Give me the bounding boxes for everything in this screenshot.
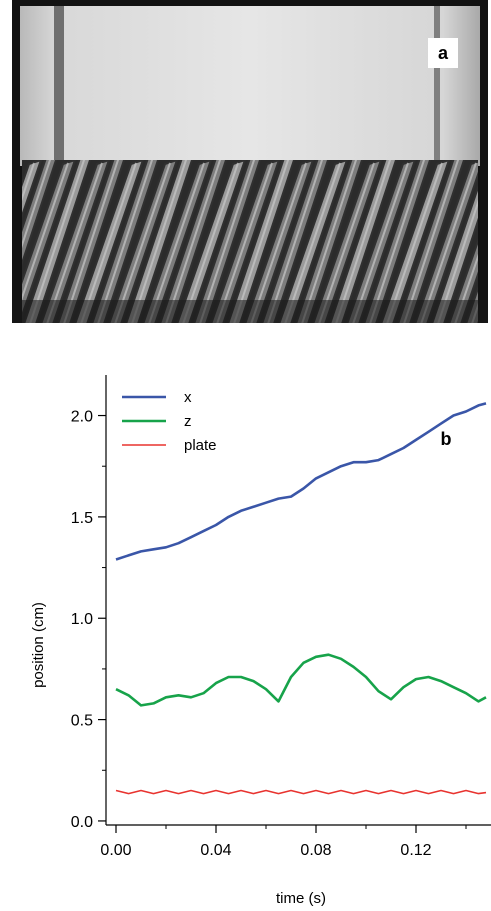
glass-cylinder	[20, 6, 480, 166]
series-lines	[115, 402, 487, 795]
x-axis-label: time (s)	[276, 890, 326, 907]
legend-label-plate: plate	[184, 437, 217, 454]
rod-highlight	[22, 162, 35, 202]
rod	[22, 160, 58, 267]
y-tick-label: 0.0	[71, 814, 93, 831]
y-tick-label: 0.5	[71, 713, 93, 730]
legend-label-z: z	[184, 413, 192, 430]
y-tick-label: 1.5	[71, 510, 93, 527]
glass-rim-right	[434, 6, 440, 166]
y-tick-label: 1.0	[71, 611, 93, 628]
x-tick-label: 0.12	[400, 842, 431, 859]
series-line-x	[115, 402, 487, 561]
series-line-z	[115, 653, 487, 707]
series-line-plate	[115, 789, 487, 795]
rod-layer	[22, 160, 478, 323]
axes: 0.0 0.5 1.0 1.5 2.0 0.00 0.04 0.08 0.12	[71, 375, 491, 859]
rod-packing-photo: a	[12, 0, 488, 323]
rod	[22, 160, 77, 319]
rod-highlight	[22, 162, 69, 301]
rod-highlight	[22, 160, 52, 249]
glass-rim-left	[54, 6, 64, 166]
panel-label-b: b	[441, 429, 452, 449]
legend: xz plate	[122, 389, 217, 454]
rod	[431, 184, 478, 323]
legend-label-x: x	[184, 389, 192, 406]
panel-label-box	[428, 38, 458, 68]
rod	[22, 160, 24, 164]
y-tick-label: 2.0	[71, 409, 93, 426]
position-chart: 0.00.51.01.52.00.00 0.04 0.08 0.12 xzplate …	[30, 375, 491, 907]
panel-label-a: a	[438, 43, 449, 63]
rod	[22, 160, 43, 219]
x-tick-label: 0.08	[300, 842, 331, 859]
y-axis-label: position (cm)	[30, 602, 47, 688]
x-tick-label: 0.00	[100, 842, 131, 859]
x-tick-label: 0.04	[200, 842, 231, 859]
